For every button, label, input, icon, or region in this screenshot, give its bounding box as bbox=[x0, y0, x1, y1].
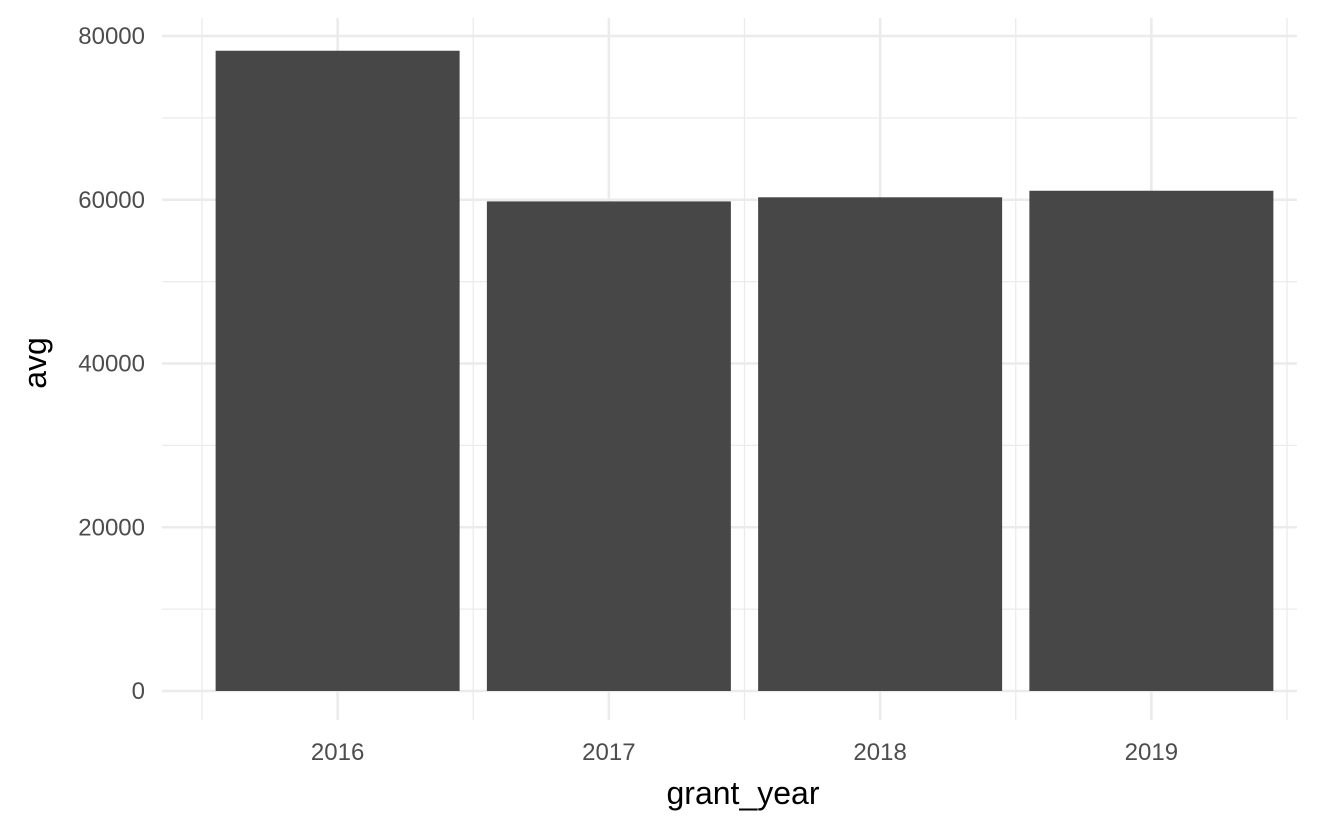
bar-2016 bbox=[215, 50, 460, 692]
y-tick-label: 60000 bbox=[78, 187, 145, 214]
y-tick-label: 0 bbox=[132, 678, 145, 705]
bar-2017 bbox=[486, 201, 731, 691]
y-tick-label: 40000 bbox=[78, 351, 145, 378]
bar-2019 bbox=[1029, 190, 1274, 691]
bar-2018 bbox=[758, 197, 1003, 691]
x-axis-title: grant_year bbox=[667, 775, 820, 811]
x-axis-ticks: 2016 2017 2018 2019 bbox=[311, 739, 1178, 766]
x-tick-label: 2016 bbox=[311, 739, 364, 766]
bars bbox=[215, 50, 1274, 692]
x-tick-label: 2017 bbox=[582, 739, 635, 766]
y-tick-label: 20000 bbox=[78, 514, 145, 541]
y-tick-label: 80000 bbox=[78, 23, 145, 50]
x-tick-label: 2019 bbox=[1125, 739, 1178, 766]
y-axis-ticks: 0 20000 40000 60000 80000 bbox=[78, 23, 145, 705]
y-axis-title: avg bbox=[17, 337, 53, 389]
x-tick-label: 2018 bbox=[853, 739, 906, 766]
